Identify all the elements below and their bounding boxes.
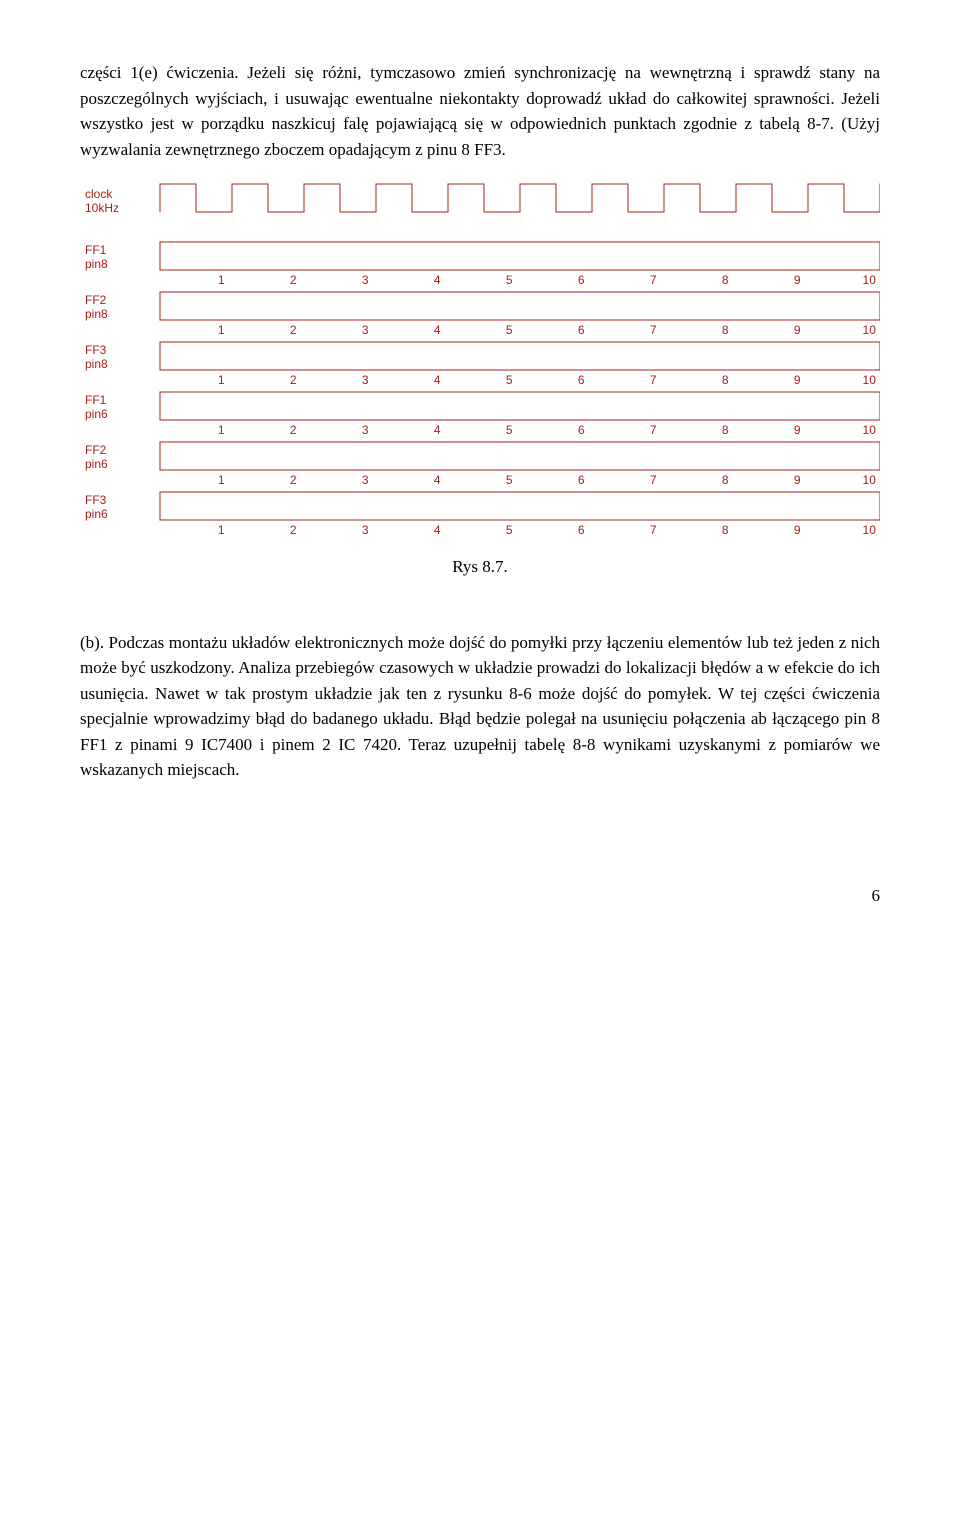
svg-text:4: 4 <box>434 373 441 387</box>
svg-text:6: 6 <box>578 523 585 537</box>
svg-text:1: 1 <box>218 323 225 337</box>
svg-text:FF2: FF2 <box>85 293 107 307</box>
svg-text:9: 9 <box>794 323 801 337</box>
svg-text:6: 6 <box>578 273 585 287</box>
svg-text:2: 2 <box>290 423 297 437</box>
svg-text:8: 8 <box>722 273 729 287</box>
svg-text:2: 2 <box>290 273 297 287</box>
svg-text:7: 7 <box>650 423 657 437</box>
svg-text:3: 3 <box>362 323 369 337</box>
svg-text:9: 9 <box>794 523 801 537</box>
svg-text:5: 5 <box>506 473 513 487</box>
svg-text:pin8: pin8 <box>85 257 108 271</box>
svg-text:6: 6 <box>578 373 585 387</box>
svg-text:pin6: pin6 <box>85 407 108 421</box>
svg-text:3: 3 <box>362 473 369 487</box>
svg-text:1: 1 <box>218 373 225 387</box>
svg-text:8: 8 <box>722 373 729 387</box>
svg-text:pin6: pin6 <box>85 457 108 471</box>
intro-paragraph: części 1(e) ćwiczenia. Jeżeli się różni,… <box>80 60 880 162</box>
svg-text:3: 3 <box>362 373 369 387</box>
page-number: 6 <box>80 883 880 909</box>
svg-text:2: 2 <box>290 323 297 337</box>
timing-diagram: clock10kHzFF1pin812345678910FF2pin812345… <box>80 182 880 544</box>
svg-text:4: 4 <box>434 323 441 337</box>
svg-text:8: 8 <box>722 323 729 337</box>
svg-text:10: 10 <box>863 273 877 287</box>
svg-text:FF1: FF1 <box>85 393 107 407</box>
svg-text:5: 5 <box>506 323 513 337</box>
svg-text:3: 3 <box>362 523 369 537</box>
svg-text:3: 3 <box>362 423 369 437</box>
svg-text:1: 1 <box>218 523 225 537</box>
svg-text:7: 7 <box>650 373 657 387</box>
svg-text:6: 6 <box>578 423 585 437</box>
svg-text:5: 5 <box>506 523 513 537</box>
svg-text:FF3: FF3 <box>85 493 107 507</box>
svg-text:10kHz: 10kHz <box>85 201 119 215</box>
svg-text:pin8: pin8 <box>85 357 108 371</box>
svg-text:10: 10 <box>863 423 877 437</box>
svg-text:pin6: pin6 <box>85 507 108 521</box>
svg-text:8: 8 <box>722 423 729 437</box>
svg-text:1: 1 <box>218 423 225 437</box>
svg-text:FF2: FF2 <box>85 443 107 457</box>
svg-text:2: 2 <box>290 373 297 387</box>
svg-text:3: 3 <box>362 273 369 287</box>
svg-text:4: 4 <box>434 273 441 287</box>
svg-text:1: 1 <box>218 473 225 487</box>
svg-text:6: 6 <box>578 323 585 337</box>
svg-text:7: 7 <box>650 273 657 287</box>
svg-text:2: 2 <box>290 523 297 537</box>
svg-text:10: 10 <box>863 473 877 487</box>
svg-text:2: 2 <box>290 473 297 487</box>
svg-text:9: 9 <box>794 473 801 487</box>
svg-text:5: 5 <box>506 373 513 387</box>
svg-text:5: 5 <box>506 423 513 437</box>
svg-text:1: 1 <box>218 273 225 287</box>
svg-text:9: 9 <box>794 373 801 387</box>
svg-text:5: 5 <box>506 273 513 287</box>
figure-caption: Rys 8.7. <box>80 554 880 580</box>
svg-text:FF1: FF1 <box>85 243 107 257</box>
svg-text:4: 4 <box>434 423 441 437</box>
svg-text:10: 10 <box>863 323 877 337</box>
svg-text:7: 7 <box>650 323 657 337</box>
svg-text:8: 8 <box>722 523 729 537</box>
svg-text:7: 7 <box>650 523 657 537</box>
svg-text:4: 4 <box>434 523 441 537</box>
svg-text:9: 9 <box>794 273 801 287</box>
svg-text:7: 7 <box>650 473 657 487</box>
svg-text:8: 8 <box>722 473 729 487</box>
svg-text:9: 9 <box>794 423 801 437</box>
svg-text:10: 10 <box>863 373 877 387</box>
svg-text:6: 6 <box>578 473 585 487</box>
svg-text:pin8: pin8 <box>85 307 108 321</box>
svg-text:clock: clock <box>85 187 113 201</box>
svg-text:FF3: FF3 <box>85 343 107 357</box>
second-paragraph: (b). Podczas montażu układów elektronicz… <box>80 630 880 783</box>
svg-text:10: 10 <box>863 523 877 537</box>
svg-text:4: 4 <box>434 473 441 487</box>
